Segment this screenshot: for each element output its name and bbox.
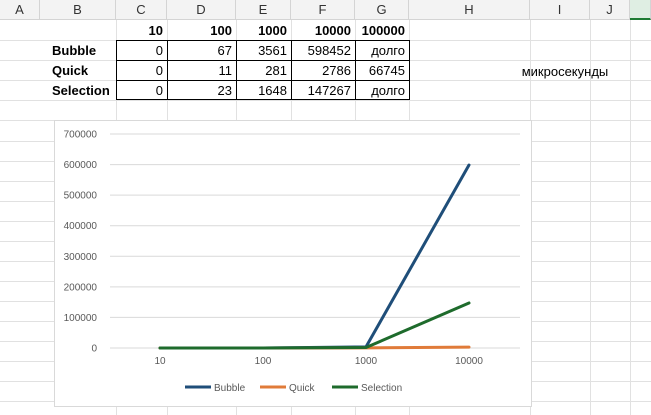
row-label-bubble[interactable]: Bubble [52,43,97,58]
y-tick-label: 400000 [64,221,98,232]
table-cell[interactable]: 3561 [258,43,287,58]
y-tick-label: 700000 [64,130,98,141]
row-label-quick[interactable]: Quick [52,63,89,78]
legend-label-bubble: Bubble [214,383,246,394]
column-header-b[interactable]: B [40,0,116,20]
table-vline [291,40,292,100]
y-tick-label: 100000 [64,313,98,324]
table-cell[interactable]: 67 [217,43,232,58]
table-hline [116,80,410,81]
x-tick-label: 1000 [355,356,378,367]
table-cell[interactable]: 2786 [322,63,351,78]
table-cell[interactable]: 23 [217,83,232,98]
row-label-selection[interactable]: Selection [52,83,110,98]
table-cell[interactable]: 147267 [307,83,351,98]
grid-hline [0,100,651,101]
column-header-g[interactable]: G [355,0,409,20]
header-cell[interactable]: 100 [210,23,232,38]
table-vline [355,40,356,100]
x-tick-label: 10 [154,356,166,367]
table-cell[interactable]: 281 [265,63,287,78]
table-cell[interactable]: долго [371,43,405,58]
y-tick-label: 200000 [64,282,98,293]
column-header-i[interactable]: I [530,0,590,20]
header-cell[interactable]: 1000 [258,23,287,38]
units-note[interactable]: микросекунды [521,64,609,79]
x-tick-label: 10000 [455,356,483,367]
table-vline [236,40,237,100]
table-hline [116,60,410,61]
table-cell[interactable]: 0 [155,63,163,78]
table-cell[interactable]: 11 [218,63,233,78]
table-cell[interactable]: долго [371,83,405,98]
series-line-selection [158,301,471,350]
table-cell[interactable]: 0 [155,43,163,58]
grid-vline [630,20,631,415]
table-border [116,40,410,100]
column-header-d[interactable]: D [167,0,236,20]
column-header-c[interactable]: C [116,0,167,20]
header-cell[interactable]: 10000 [314,23,351,38]
legend-label-quick: Quick [289,383,316,394]
column-header-a[interactable]: A [0,0,40,20]
header-cell[interactable]: 100000 [361,23,405,38]
column-header-k[interactable] [630,0,651,20]
table-cell[interactable]: 1648 [258,83,287,98]
column-header-e[interactable]: E [236,0,291,20]
grid-vline [590,20,591,415]
y-tick-label: 0 [91,344,97,355]
table-cell[interactable]: 66745 [368,63,405,78]
table-vline [167,40,168,100]
x-tick-label: 100 [255,356,272,367]
legend-label-selection: Selection [361,383,402,394]
column-header-j[interactable]: J [590,0,630,20]
y-tick-label: 300000 [64,252,98,263]
line-chart[interactable]: 700000 600000 500000 400000 300000 200000 1000… [54,120,532,407]
chart-canvas: 7000006000005000004000003000002000001000… [64,130,520,394]
column-header-h[interactable]: H [409,0,530,20]
header-cell[interactable]: 10 [148,23,163,38]
column-header-f[interactable]: F [291,0,355,20]
table-cell[interactable]: 0 [155,83,163,98]
y-tick-label: 600000 [64,160,98,171]
table-cell[interactable]: 598452 [307,43,351,58]
y-tick-label: 500000 [64,191,98,202]
